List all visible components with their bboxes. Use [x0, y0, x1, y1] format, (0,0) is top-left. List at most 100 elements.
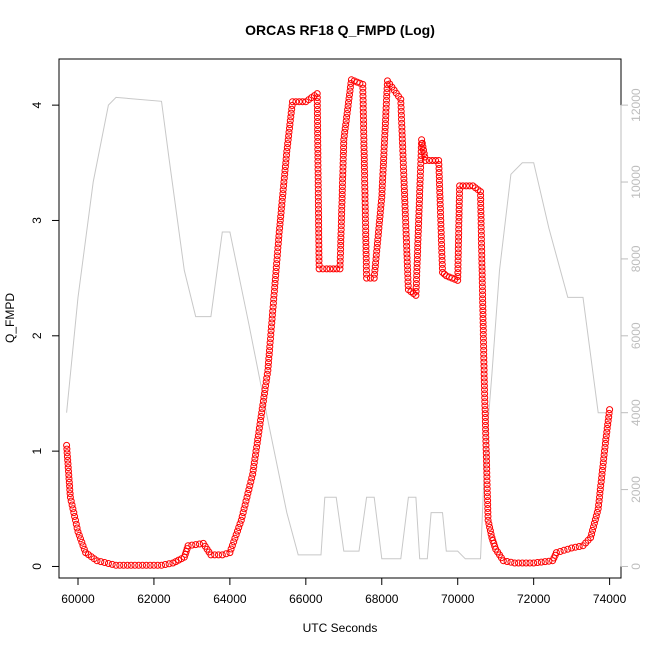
data-point [413, 276, 420, 283]
data-point [253, 443, 261, 451]
data-point [378, 193, 386, 201]
data-point [417, 160, 425, 168]
data-point [380, 151, 388, 159]
data-point [70, 509, 78, 517]
data-point [192, 541, 200, 549]
y-axis-title: Q_FMPD [3, 293, 17, 343]
data-point [412, 280, 420, 287]
data-point [150, 561, 158, 569]
data-point [272, 268, 280, 275]
data-point [267, 335, 274, 343]
data-point [481, 414, 489, 421]
data-point [63, 453, 71, 460]
data-point [280, 174, 288, 182]
data-point [482, 445, 490, 453]
data-point [314, 118, 321, 125]
data-point [250, 463, 258, 470]
data-point [252, 447, 260, 455]
data-point [397, 95, 405, 103]
data-point [415, 200, 423, 208]
data-point [270, 291, 278, 299]
data-point [361, 175, 369, 183]
data-point [146, 561, 154, 569]
data-point [530, 559, 538, 567]
data-point [286, 117, 294, 125]
data-point [484, 501, 492, 508]
data-point [337, 226, 345, 234]
data-point [477, 231, 485, 239]
data-point [437, 228, 445, 236]
data-point [560, 546, 568, 554]
data-point [414, 232, 422, 239]
data-point [592, 512, 600, 520]
data-point [455, 210, 463, 217]
data-point [589, 526, 596, 534]
data-point [571, 543, 579, 551]
data-point [342, 117, 350, 125]
data-point [507, 558, 515, 566]
data-point [477, 219, 485, 227]
data-point [359, 88, 367, 96]
data-point [361, 203, 369, 211]
data-point [397, 103, 405, 111]
data-point [483, 493, 491, 501]
data-point [381, 127, 389, 135]
data-point [278, 201, 286, 209]
data-point [435, 161, 443, 168]
data-point [484, 497, 492, 505]
data-point [412, 291, 420, 299]
data-point [402, 234, 410, 242]
data-point [337, 249, 344, 257]
data-point [398, 135, 406, 143]
data-point [362, 231, 370, 239]
data-point [285, 128, 293, 136]
data-point [97, 558, 105, 566]
data-point [404, 270, 412, 278]
data-point [398, 115, 405, 123]
data-point [483, 469, 491, 477]
x-tick-label: 64000 [213, 592, 247, 606]
data-point [375, 224, 383, 232]
data-point [403, 262, 411, 270]
data-point [478, 263, 486, 271]
data-point [338, 214, 345, 222]
data-point [184, 542, 192, 550]
data-point [314, 126, 322, 133]
data-point [313, 102, 321, 110]
data-point [404, 278, 412, 286]
data-point [74, 528, 82, 536]
data-point [286, 124, 293, 132]
data-point [228, 542, 236, 549]
data-point [339, 175, 347, 183]
data-point [165, 560, 173, 568]
data-point [478, 255, 486, 263]
data-point [374, 232, 382, 240]
data-point [275, 232, 283, 240]
data-point [314, 145, 322, 153]
data-point [455, 198, 463, 206]
data-point [480, 382, 488, 390]
data-point [503, 558, 511, 565]
data-point [273, 260, 281, 268]
data-point [341, 125, 349, 132]
data-point [462, 182, 470, 190]
data-point [419, 143, 427, 151]
data-point [436, 200, 444, 208]
data-point [420, 150, 428, 158]
data-point [230, 538, 238, 546]
data-point [399, 151, 407, 159]
data-point [280, 182, 288, 190]
data-point [481, 394, 489, 402]
data-point [112, 561, 120, 569]
data-point [108, 560, 116, 568]
data-point [257, 416, 264, 424]
data-point [537, 558, 545, 566]
data-point [267, 327, 275, 335]
data-point [232, 531, 240, 539]
data-point [333, 265, 341, 273]
data-point [265, 355, 273, 362]
data-point [362, 243, 370, 250]
data-point [455, 213, 463, 221]
data-point [477, 235, 485, 243]
data-point [436, 189, 444, 196]
